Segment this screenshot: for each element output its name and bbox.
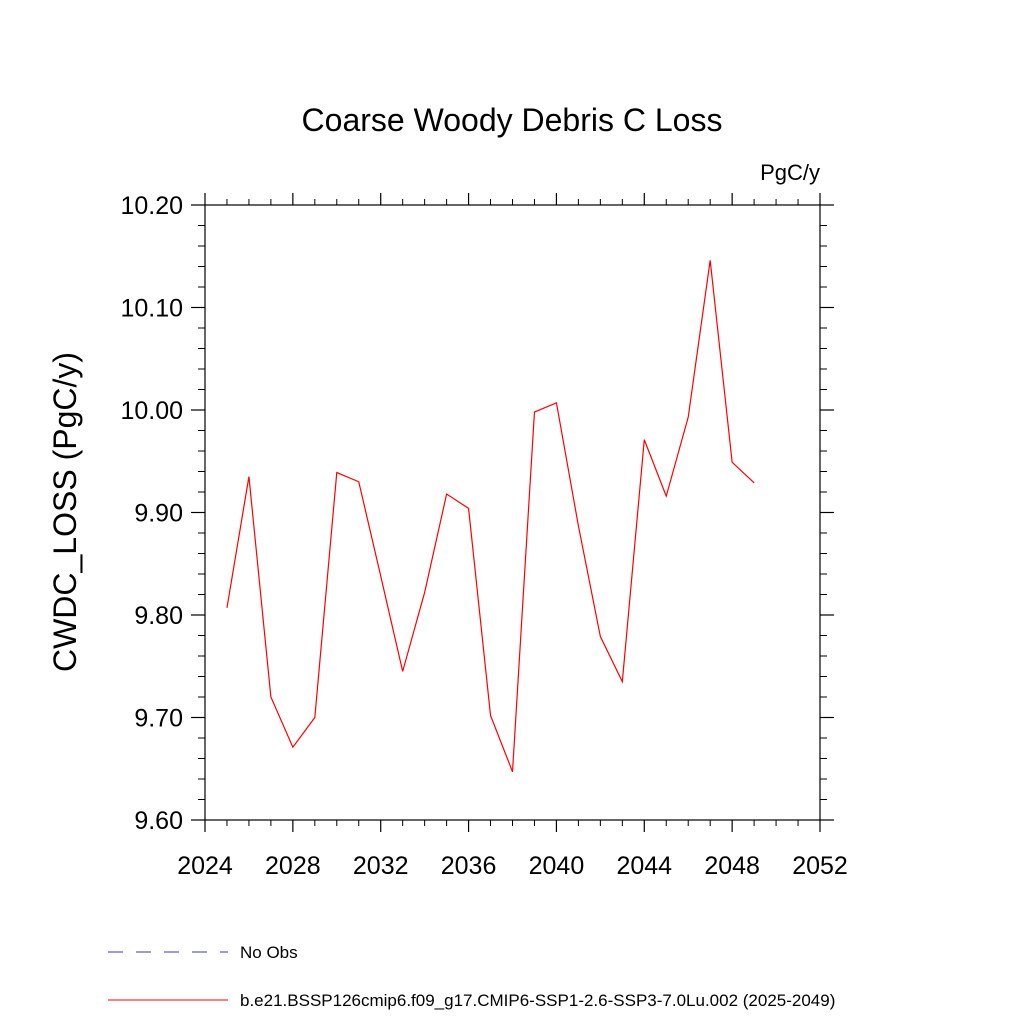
axis-ticks	[191, 193, 834, 832]
plot-frame	[204, 204, 821, 821]
y-tick-label: 9.70	[134, 705, 183, 733]
tick-labels: 2024 2028 2032 2036 2040 2044 2048 2052 9.60 9.70…	[120, 192, 847, 880]
y-tick-label: 9.90	[134, 500, 183, 528]
y-tick-label: 9.80	[134, 602, 183, 630]
legend-label: b.e21.BSSP126cmip6.f09_g17.CMIP6-SSP1-2.…	[240, 991, 835, 1010]
units-label: PgC/y	[760, 160, 820, 185]
y-tick-label: 9.60	[134, 807, 183, 835]
legend: No Obs b.e21.BSSP126cmip6.f09_g17.CMIP6-S…	[108, 943, 835, 1010]
y-axis-label: CWDC_LOSS (PgC/y)	[47, 352, 83, 672]
chart-title: Coarse Woody Debris C Loss	[302, 102, 723, 138]
x-tick-label: 2028	[265, 852, 321, 880]
y-tick-label: 10.10	[120, 295, 183, 323]
legend-label: No Obs	[240, 943, 298, 962]
x-tick-label: 2024	[177, 852, 233, 880]
y-tick-label: 10.00	[120, 397, 183, 425]
x-tick-label: 2052	[792, 852, 848, 880]
x-tick-label: 2048	[704, 852, 760, 880]
series-line	[226, 260, 755, 773]
x-tick-label: 2040	[529, 852, 585, 880]
y-tick-label: 10.20	[120, 192, 183, 220]
x-tick-label: 2036	[441, 852, 497, 880]
x-tick-label: 2044	[616, 852, 672, 880]
x-tick-label: 2032	[353, 852, 409, 880]
series-layer	[226, 260, 755, 773]
